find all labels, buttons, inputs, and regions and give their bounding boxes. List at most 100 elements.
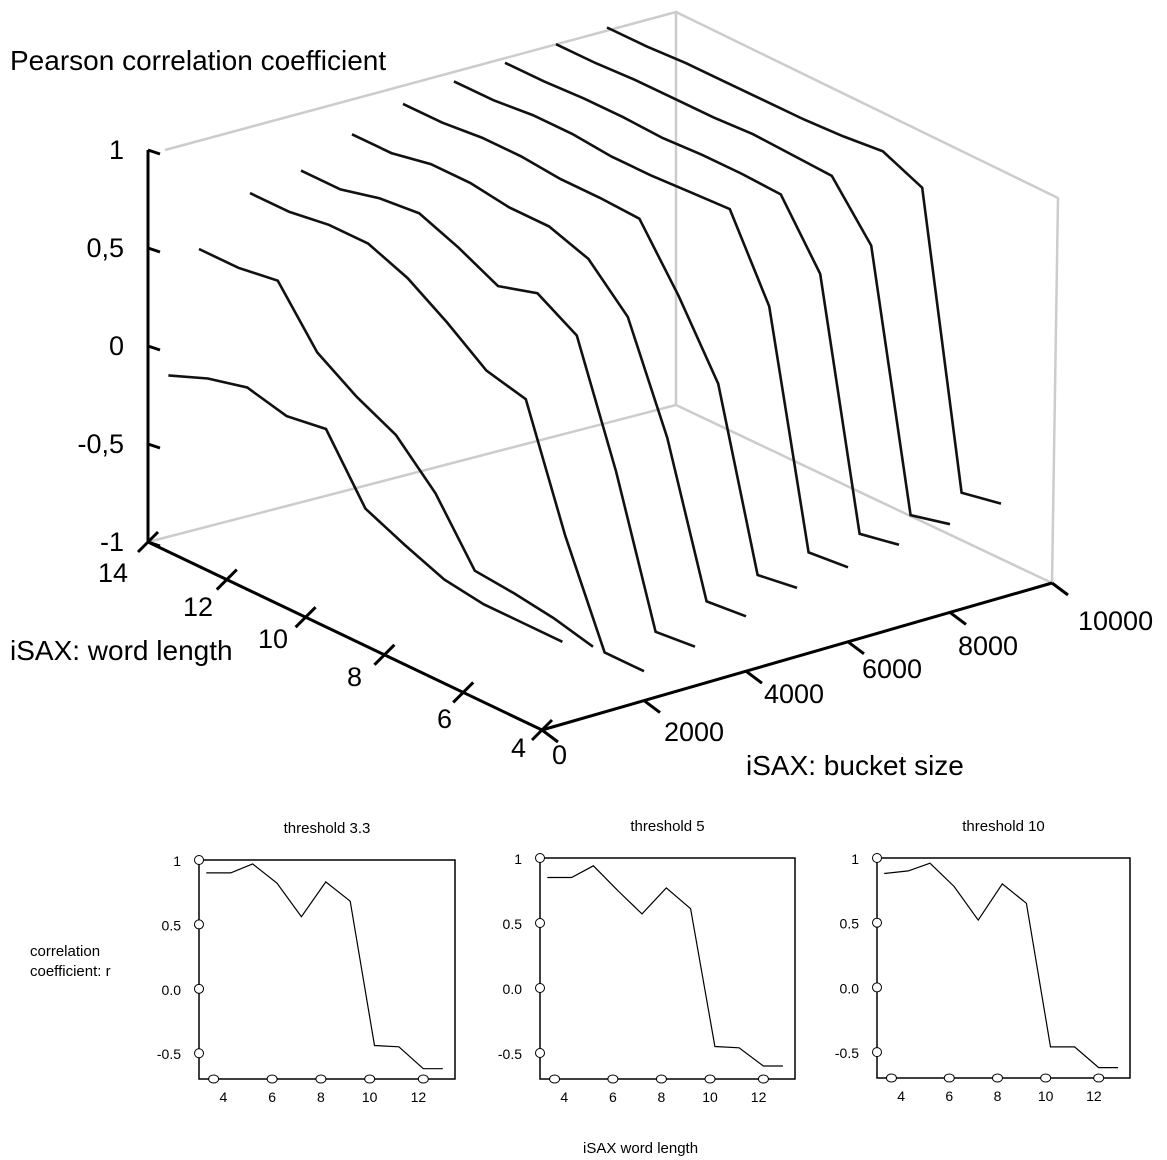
panel-frame: [539, 857, 796, 1080]
panel-series-line: [884, 862, 1118, 1069]
chart-3d: 1 0,5 0 -0,5 -1 14 12 10 8 6 4 0 2000 4000 6000 8000 1…: [10, 10, 1153, 781]
x-axis-line: [147, 540, 543, 732]
ribbon-bucket-2000: [249, 191, 645, 673]
y-tick-marker: [194, 919, 204, 930]
y-tick-mark: [541, 728, 559, 744]
small-panels: threshold 3.310.50.0-0.54 6 8 10 12threshold…: [157, 818, 1131, 1105]
y-tick-marker: [535, 853, 545, 863]
x-tick-mark: [294, 606, 317, 629]
x-tick-mark: [452, 681, 475, 704]
panel-y-tick-label: 1: [173, 853, 181, 869]
y-tick-marker: [194, 1048, 204, 1059]
y-axis-line: [541, 581, 1053, 732]
x-tick-marker: [655, 1074, 667, 1084]
z-tick-mark: [147, 246, 161, 254]
x-tick-mark: [215, 568, 238, 591]
y-tick-marker: [194, 983, 204, 994]
panel-title: threshold 5: [630, 818, 704, 835]
y-tick-label: 4000: [764, 679, 824, 709]
y-tick-mark: [847, 640, 865, 655]
panel-x-tick-label: 10: [1038, 1088, 1054, 1104]
y-tick-label: 10000: [1078, 606, 1153, 636]
panel-x-tick-label: 12: [751, 1089, 767, 1105]
y-axis-label: iSAX: bucket size: [746, 750, 964, 781]
panel-y-tick-label: -0.5: [498, 1046, 522, 1062]
x-tick-label: 12: [183, 592, 213, 622]
panel-y-tick-label: -0.5: [157, 1046, 181, 1062]
y-tick-label: 2000: [664, 717, 724, 747]
panel-title: threshold 10: [962, 818, 1045, 835]
panel-x-tick-label: 10: [702, 1089, 718, 1105]
panel-ylabel-line2: coefficient: r: [30, 963, 111, 980]
z-tick-mark: [147, 540, 161, 548]
panel-y-tick-label: -0.5: [835, 1045, 859, 1061]
z-tick-label: 0,5: [86, 233, 124, 263]
ribbon-bucket-400: [168, 374, 563, 643]
floor-back-right: [675, 403, 1053, 585]
x-tick-mark: [136, 530, 160, 554]
x-tick-marker: [943, 1073, 955, 1083]
panel-y-tick-label: 0.5: [162, 917, 182, 933]
ribbons: [168, 26, 1002, 673]
ribbon-bucket-6000: [453, 80, 849, 569]
panel-series-line: [547, 865, 783, 1067]
x-tick-marker: [991, 1073, 1003, 1083]
x-tick-label: 8: [347, 662, 362, 692]
y-tick-mark: [745, 670, 763, 685]
x-tick-marker: [208, 1074, 220, 1084]
shared-x-label: iSAX word length: [583, 1140, 698, 1157]
ribbon-bucket-1000: [198, 247, 594, 648]
y-tick-mark: [643, 699, 661, 714]
panel-3: threshold 10 1 0.5 0.0 -0.5 4 6 8 10 12: [835, 818, 1131, 1104]
panel-x-tick-label: 8: [658, 1089, 666, 1105]
z-tick-label: 1: [109, 135, 124, 165]
x-tick-marker: [266, 1074, 278, 1084]
x-tick-marker: [315, 1074, 327, 1084]
z-tick-mark: [147, 344, 161, 352]
z-tick-label: 0: [109, 331, 124, 361]
y-tick-marker: [194, 855, 204, 865]
x-tick-marker: [757, 1074, 769, 1084]
x-tick-mark: [373, 643, 396, 666]
x-tick-marker: [364, 1074, 376, 1084]
panel-x-tick-label: 8: [994, 1088, 1002, 1104]
panel-y-tick-label: 0.0: [840, 980, 860, 996]
y-ticks: 0 2000 4000 6000 8000 10000: [541, 581, 1153, 770]
y-tick-label: 6000: [862, 654, 922, 684]
panel-frame: [198, 859, 456, 1080]
x-ticks: 14 12 10 8 6 4: [98, 530, 554, 763]
x-tick-marker: [417, 1074, 429, 1084]
floor-back-left: [147, 403, 677, 544]
panel-y-tick-label: 1: [851, 851, 859, 867]
x-tick-label: 6: [437, 704, 452, 734]
x-tick-label: 10: [258, 624, 288, 654]
y-tick-marker: [535, 983, 545, 993]
y-tick-label: 0: [552, 740, 567, 770]
y-tick-label: 8000: [958, 631, 1018, 661]
back-pane-right: [675, 10, 1060, 584]
z-tick-mark: [147, 148, 161, 156]
panel-x-tick-label: 12: [411, 1089, 427, 1105]
ribbon-bucket-8000: [555, 43, 951, 526]
panel-series-line: [206, 863, 443, 1070]
x-tick-marker: [549, 1074, 561, 1084]
panel-x-tick-label: 10: [362, 1089, 378, 1105]
panel-frame: [876, 857, 1131, 1079]
panel-y-tick-label: 0.0: [503, 981, 523, 997]
z-axis-label: Pearson correlation coefficient: [10, 45, 386, 76]
ribbon-bucket-5000: [402, 102, 798, 590]
y-tick-marker: [872, 853, 882, 863]
panel-title: threshold 3.3: [284, 820, 371, 837]
y-tick-marker: [535, 1048, 545, 1058]
y-tick-mark: [1051, 581, 1069, 597]
panel-y-tick-label: 0.5: [503, 916, 523, 932]
z-ticks: 1 0,5 0 -0,5 -1: [77, 135, 161, 557]
panel-x-tick-label: 4: [560, 1089, 568, 1105]
x-tick-marker: [1040, 1073, 1052, 1083]
panel-2: threshold 5 1 0.5 0.0 -0.5 4 6 8 10 12: [498, 818, 796, 1105]
panel-y-tick-label: 0.5: [840, 916, 860, 932]
y-tick-marker: [872, 917, 882, 928]
panel-x-tick-label: 4: [897, 1088, 905, 1104]
y-tick-marker: [872, 1047, 882, 1058]
